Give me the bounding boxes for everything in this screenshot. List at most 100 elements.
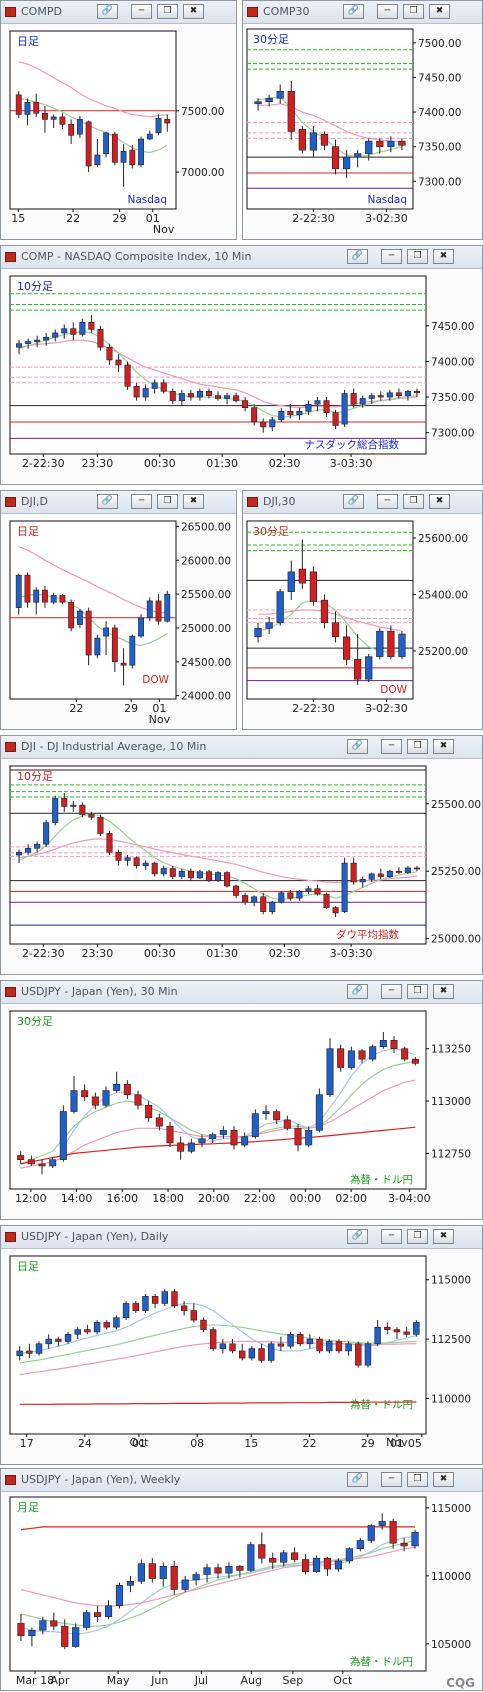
link-icon[interactable]: 🔗 [97, 4, 118, 19]
candle-body [134, 1094, 142, 1106]
window-title-bar[interactable]: COMP30 🔗 ─ ❒ ✖ [243, 1, 482, 24]
window-title-bar[interactable]: COMP - NASDAQ Composite Index, 10 Min 🔗 … [1, 246, 482, 269]
window-title-bar[interactable]: DJI,D 🔗 ─ ❒ ✖ [1, 491, 236, 514]
close-button[interactable]: ✖ [433, 249, 454, 264]
window-title-bar[interactable]: USDJPY - Japan (Yen), Daily 🔗 ─ ❒ ✖ [1, 1226, 482, 1249]
close-button[interactable]: ✖ [429, 4, 450, 19]
restore-button[interactable]: ❒ [403, 4, 424, 19]
candlestick-chart[interactable]: 10分足 ダウ平均指数 25500.00 25250.00 25000.00 2-22… [1, 758, 483, 976]
candle-body [192, 1574, 200, 1581]
chart-window-dji-10min[interactable]: DJI - DJ Industrial Average, 10 Min 🔗 ─ … [0, 735, 483, 975]
candlestick-chart[interactable]: 日足 為替・ドル円 115000 112500 110000 17 24 01 08 15 22… [1, 1248, 483, 1466]
candle-body [283, 1119, 291, 1129]
window-title-bar[interactable]: USDJPY - Japan (Yen), 30 Min 🔗 ─ ❒ ✖ [1, 981, 482, 1004]
restore-button[interactable]: ❒ [407, 1229, 428, 1244]
candlestick-chart[interactable]: 30分足 為替・ドル円 113250 113000 112750 12:00 14:00… [1, 1003, 483, 1221]
minimize-button[interactable]: ─ [381, 1229, 402, 1244]
candlestick-chart[interactable]: 10分足 ナスダック総合指数 7450.00 7400.00 7350.00 7300… [1, 268, 483, 486]
link-icon[interactable]: 🔗 [343, 4, 364, 19]
chart-window-comp-10min[interactable]: COMP - NASDAQ Composite Index, 10 Min 🔗 … [0, 245, 483, 485]
minimize-button[interactable]: ─ [381, 984, 402, 999]
restore-button[interactable]: ❒ [407, 249, 428, 264]
link-icon[interactable]: 🔗 [343, 494, 364, 509]
candle-body [376, 630, 384, 657]
candlestick-chart[interactable]: 日足 DOW 26500.0026000.0025500.0025000.002… [1, 513, 238, 731]
candle-body [198, 1138, 206, 1144]
restore-button[interactable]: ❒ [403, 494, 424, 509]
candle-body [278, 892, 285, 903]
link-icon[interactable]: 🔗 [97, 494, 118, 509]
candle-body [277, 1343, 285, 1347]
link-icon[interactable]: 🔗 [347, 739, 368, 754]
chart-window-compd[interactable]: COMPD 🔗 ─ ❒ ✖ 日足 Nasdaq 7500.00 7000.00 15… [0, 0, 237, 240]
restore-button[interactable]: ❒ [157, 4, 178, 19]
app-icon [5, 7, 16, 17]
close-button[interactable]: ✖ [183, 4, 204, 19]
x-tick-label: 24 [78, 1437, 92, 1450]
close-button[interactable]: ✖ [433, 1472, 454, 1487]
x-tick-label: 29 [361, 1437, 375, 1450]
candle-body [61, 1625, 69, 1647]
candle-body [413, 1322, 420, 1335]
candlestick-chart[interactable]: 月足 為替・ドル円 CQG 115000 110000 105000 Mar 18Ap… [1, 1491, 483, 1692]
candle-body [68, 123, 75, 136]
chart-window-comp30[interactable]: COMP30 🔗 ─ ❒ ✖ 30分足 Nasdaq 7500.00 7450.0… [242, 0, 483, 240]
window-title-bar[interactable]: USDJPY - Japan (Yen), Weekly 🔗 ─ ❒ ✖ [1, 1469, 482, 1492]
close-button[interactable]: ✖ [433, 984, 454, 999]
candle-body [115, 852, 122, 861]
chart-layer: 113250 113000 112750 12:00 14:00 16:00 18:00 20… [15, 1031, 471, 1205]
candle-body [298, 129, 306, 151]
minimize-button[interactable]: ─ [377, 4, 398, 19]
chart-window-dji-30[interactable]: DJI,30 🔗 ─ ❒ ✖ 30分足 DOW 25600.00 25400.00… [242, 490, 483, 730]
candle-body [386, 870, 393, 877]
close-button[interactable]: ✖ [183, 494, 204, 509]
candle-body [214, 872, 222, 881]
window-title-bar[interactable]: DJI - DJ Industrial Average, 10 Min 🔗 ─ … [1, 736, 482, 759]
plot-area-border [9, 275, 427, 455]
candlestick-chart[interactable]: 30分足 DOW 25600.00 25400.00 25200.00 2-22:30… [243, 513, 483, 731]
candle-body [296, 891, 303, 899]
window-title-bar[interactable]: COMPD 🔗 ─ ❒ ✖ [1, 1, 236, 24]
minimize-button[interactable]: ─ [381, 739, 402, 754]
candle-body [376, 140, 384, 147]
restore-button[interactable]: ❒ [407, 1472, 428, 1487]
restore-button[interactable]: ❒ [407, 739, 428, 754]
minimize-button[interactable]: ─ [377, 494, 398, 509]
chart-window-usdjpy-weekly[interactable]: USDJPY - Japan (Yen), Weekly 🔗 ─ ❒ ✖ 月足 … [0, 1468, 483, 1691]
candle-body [68, 601, 75, 629]
minimize-button[interactable]: ─ [131, 4, 152, 19]
candle-body [74, 1329, 81, 1335]
candle-body [205, 391, 212, 396]
restore-button[interactable]: ❒ [157, 494, 178, 509]
chart-window-dji-daily[interactable]: DJI,D 🔗 ─ ❒ ✖ 日足 DOW 26500.00 26000.00 255… [0, 490, 237, 730]
candle-body [214, 395, 222, 399]
minimize-button[interactable]: ─ [381, 249, 402, 264]
link-icon[interactable]: 🔗 [347, 984, 368, 999]
minimize-button[interactable]: ─ [381, 1472, 402, 1487]
window-title-bar[interactable]: DJI,30 🔗 ─ ❒ ✖ [243, 491, 482, 514]
candle-body [305, 403, 312, 412]
close-button[interactable]: ✖ [433, 739, 454, 754]
minimize-button[interactable]: ─ [131, 494, 152, 509]
link-icon[interactable]: 🔗 [347, 249, 368, 264]
candle-body [59, 1111, 67, 1160]
candle-body [268, 1343, 275, 1361]
candlestick-chart[interactable]: 30分足 Nasdaq 7500.00 7450.00 7400.00 7350.00… [243, 23, 483, 241]
candle-body [309, 132, 318, 151]
close-button[interactable]: ✖ [433, 1229, 454, 1244]
candle-body [146, 600, 153, 619]
link-icon[interactable]: 🔗 [347, 1229, 368, 1244]
link-icon[interactable]: 🔗 [347, 1472, 368, 1487]
restore-button[interactable]: ❒ [407, 984, 428, 999]
close-button[interactable]: ✖ [429, 494, 450, 509]
candle-body [276, 591, 284, 624]
chart-window-usdjpy-daily[interactable]: USDJPY - Japan (Yen), Daily 🔗 ─ ❒ ✖ 日足 為… [0, 1225, 483, 1465]
candle-body [85, 610, 92, 656]
chart-note: 為替・ドル円 [350, 1173, 413, 1186]
chart-window-usdjpy-30min[interactable]: USDJPY - Japan (Yen), 30 Min 🔗 ─ ❒ ✖ 30分… [0, 980, 483, 1220]
candle-body [395, 392, 402, 396]
candle-body [15, 574, 22, 608]
